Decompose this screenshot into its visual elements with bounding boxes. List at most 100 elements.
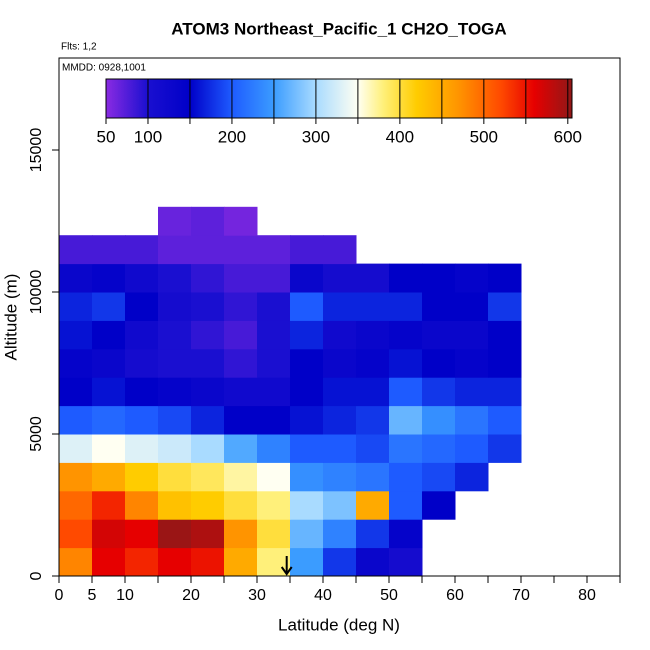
x-tick-label: 80: [578, 587, 596, 604]
heat-cell: [356, 519, 390, 549]
heat-cell: [191, 519, 225, 549]
heat-cell: [158, 547, 192, 577]
heat-cell: [422, 377, 456, 407]
marker-arrow-head: [280, 566, 293, 576]
heat-cell: [422, 348, 456, 378]
heat-cell: [59, 490, 93, 520]
heat-cell: [92, 263, 126, 293]
heat-cell: [455, 263, 489, 293]
heat-cell: [488, 263, 522, 293]
heat-cell: [422, 320, 456, 350]
heatmap: [59, 206, 522, 577]
heat-cell: [92, 519, 126, 549]
heat-cell: [389, 462, 423, 492]
heat-cell: [356, 263, 390, 293]
heat-cell: [290, 292, 324, 321]
heat-cell: [224, 490, 258, 520]
heat-cell: [290, 519, 324, 549]
heat-cell: [257, 348, 291, 378]
heat-cell: [290, 405, 324, 435]
heat-cell: [92, 490, 126, 520]
heat-cell: [125, 405, 159, 435]
heat-cell: [257, 320, 291, 350]
x-tick-label: 5: [88, 587, 97, 604]
heat-cell: [290, 462, 324, 492]
heat-cell: [323, 263, 357, 293]
heat-cell: [158, 348, 192, 378]
heat-cell: [488, 320, 522, 350]
heat-cell: [158, 206, 192, 236]
heat-cell: [389, 320, 423, 350]
heat-cell: [257, 263, 291, 293]
heat-cell: [323, 547, 357, 577]
heat-cell: [158, 235, 192, 265]
y-tick-label: 5000: [28, 416, 45, 452]
heat-cell: [455, 434, 489, 463]
x-tick-label: 20: [182, 587, 200, 604]
heat-cell: [59, 377, 93, 407]
heat-cell: [59, 263, 93, 293]
heat-cell: [257, 434, 291, 463]
heat-cell: [290, 547, 324, 577]
x-tick-label: 30: [248, 587, 266, 604]
heat-cell: [59, 235, 93, 265]
heat-cell: [356, 292, 390, 321]
heat-cell: [323, 519, 357, 549]
heat-cell: [290, 434, 324, 463]
heat-cell: [224, 292, 258, 321]
colorbar-tick-label: 200: [218, 127, 246, 146]
heat-cell: [323, 434, 357, 463]
heat-cell: [257, 292, 291, 321]
heat-cell: [59, 348, 93, 378]
heat-cell: [191, 235, 225, 265]
heat-cell: [488, 348, 522, 378]
heat-cell: [389, 348, 423, 378]
heat-cell: [455, 462, 489, 492]
heat-cell: [290, 263, 324, 293]
heat-cell: [158, 292, 192, 321]
heat-cell: [455, 377, 489, 407]
heat-cell: [422, 434, 456, 463]
heat-cell: [356, 547, 390, 577]
heat-cell: [455, 405, 489, 435]
heat-cell: [422, 490, 456, 520]
heat-cell: [92, 292, 126, 321]
heat-cell: [191, 377, 225, 407]
heat-cell: [356, 348, 390, 378]
subtitle: Flts: 1,2: [61, 42, 97, 53]
heat-cell: [191, 490, 225, 520]
chart-title: ATOM3 Northeast_Pacific_1 CH2O_TOGA: [171, 19, 506, 38]
x-tick-label: 40: [314, 587, 332, 604]
heat-cell: [191, 206, 225, 236]
heat-cell: [224, 235, 258, 265]
heat-cell: [191, 348, 225, 378]
heat-cell: [224, 206, 258, 236]
heat-cell: [92, 320, 126, 350]
heat-cell: [323, 348, 357, 378]
heat-cell: [257, 235, 291, 265]
heat-cell: [125, 320, 159, 350]
heat-cell: [488, 405, 522, 435]
heat-cell: [257, 405, 291, 435]
heat-cell: [422, 292, 456, 321]
x-axis-label: Latitude (deg N): [278, 615, 400, 634]
heat-cell: [389, 263, 423, 293]
heat-cell: [224, 434, 258, 463]
heat-cell: [125, 348, 159, 378]
heat-cell: [356, 434, 390, 463]
heat-cell: [125, 377, 159, 407]
heat-cell: [158, 462, 192, 492]
heat-cell: [59, 292, 93, 321]
heat-cell: [59, 320, 93, 350]
y-axis-label: Altitude (m): [1, 274, 20, 361]
heat-cell: [389, 490, 423, 520]
heat-cell: [125, 490, 159, 520]
heat-cell: [290, 490, 324, 520]
heat-cell: [92, 462, 126, 492]
colorbar-tick-label: 600: [554, 127, 582, 146]
heat-cell: [257, 519, 291, 549]
heat-cell: [59, 547, 93, 577]
heat-cell: [92, 348, 126, 378]
